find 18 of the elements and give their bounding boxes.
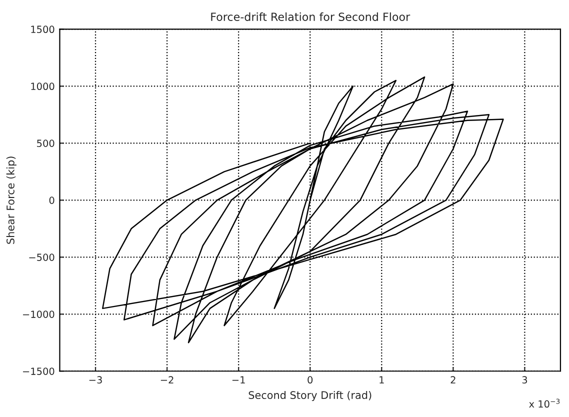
x-tick-label: −3 <box>89 376 102 384</box>
x-tick-label: 3 <box>522 376 528 384</box>
y-tick-label: 1000 <box>31 82 54 90</box>
x-tick-label: −2 <box>160 376 174 384</box>
x-tick-label: 0 <box>308 376 313 384</box>
y-tick-label: 500 <box>37 140 54 147</box>
y-tick-label: 0 <box>49 196 54 204</box>
y-tick-label: −500 <box>29 254 54 261</box>
text: x 10$^{−3}$ <box>529 398 560 408</box>
x-tick-label: 2 <box>450 376 456 384</box>
x-tick-label: 1 <box>380 376 384 384</box>
y-axis-title: Shear Force (kip) <box>6 156 16 244</box>
x-axis-title: Second Story Drift (rad) <box>248 390 372 402</box>
chart-title: Force-drift Relation for Second Floor <box>211 12 410 22</box>
y-tick-label: 1500 <box>31 26 54 34</box>
y-tick-label: −1500 <box>23 368 54 375</box>
y-tick-label: −1000 <box>23 310 54 318</box>
x-tick-label: −1 <box>232 376 245 384</box>
